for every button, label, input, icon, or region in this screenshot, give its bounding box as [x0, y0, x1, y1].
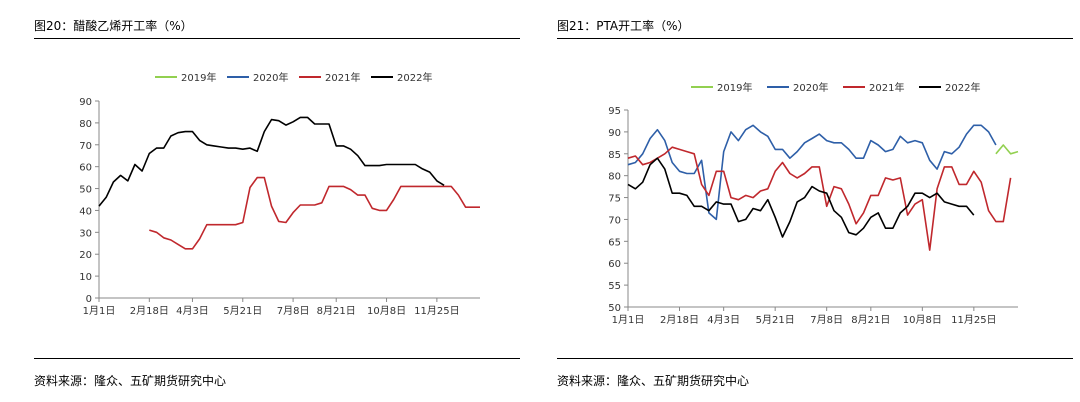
- y-tick-label: 75: [608, 194, 621, 205]
- x-tick-label: 4月3日: [176, 305, 209, 317]
- y-tick-label: 85: [608, 150, 621, 161]
- x-tick-label: 7月8日: [810, 314, 843, 326]
- x-tick-label: 1月1日: [612, 314, 645, 326]
- legend-label: 2019年: [181, 71, 216, 84]
- y-tick-label: 50: [79, 185, 92, 196]
- title-underline: [557, 38, 1073, 39]
- chart-title: 图20：醋酸乙烯开工率（%）: [34, 19, 193, 33]
- y-tick-label: 60: [79, 163, 92, 174]
- y-tick-label: 55: [608, 281, 621, 292]
- x-tick-label: 4月3日: [707, 314, 740, 326]
- y-tick-label: 70: [608, 215, 621, 226]
- series-line-2019年: [995, 144, 1019, 155]
- legend-label: 2021年: [325, 71, 360, 84]
- y-tick-label: 95: [608, 106, 621, 117]
- x-tick-label: 5月21日: [223, 305, 262, 317]
- y-tick-label: 90: [79, 97, 92, 108]
- x-tick-label: 10月8日: [903, 314, 942, 326]
- source-rule: [34, 358, 520, 359]
- x-tick-label: 11月25日: [414, 305, 459, 317]
- chart-title: 图21：PTA开工率（%）: [557, 19, 690, 33]
- y-tick-label: 80: [608, 172, 621, 183]
- y-tick-label: 50: [608, 303, 621, 314]
- y-tick-label: 65: [608, 237, 621, 248]
- x-tick-label: 8月21日: [851, 314, 890, 326]
- x-tick-label: 2月18日: [660, 314, 699, 326]
- chart-panel-pta: 图21：PTA开工率（%） 50 55 60 65 70 75 80 85 90 95 1月1日 2月…: [553, 0, 1080, 402]
- y-tick-label: 80: [79, 119, 92, 130]
- legend-label: 2022年: [397, 71, 432, 84]
- x-tick-label: 1月1日: [83, 305, 116, 317]
- y-tick-label: 10: [79, 272, 92, 283]
- y-tick-label: 60: [608, 259, 621, 270]
- y-tick-label: 30: [79, 228, 92, 239]
- source-note: 资料来源：隆众、五矿期货研究中心: [34, 374, 227, 388]
- series-line-2022年: [98, 116, 445, 207]
- title-underline: [34, 38, 520, 39]
- legend-label: 2019年: [717, 81, 752, 94]
- series-line-2020年: [627, 124, 997, 221]
- x-tick-label: 8月21日: [317, 305, 356, 317]
- chart-panel-vinyl-acetate: 图20：醋酸乙烯开工率（%） 0 10 20 30 40 50 60 70 80 90 1月1日 2月…: [0, 0, 525, 402]
- series-line-2021年: [627, 146, 1012, 251]
- series-line-2021年: [149, 176, 480, 250]
- line-chart-vinyl-acetate: 0 10 20 30 40 50 60 70 80 90 1月1日 2月18日 4月3日 5月21日 7月8…: [79, 71, 480, 317]
- x-tick-label: 11月25日: [951, 314, 996, 326]
- y-tick-label: 20: [79, 250, 92, 261]
- x-tick-label: 7月8日: [277, 305, 310, 317]
- x-tick-label: 10月8日: [367, 305, 406, 317]
- y-tick-label: 90: [608, 128, 621, 139]
- legend-label: 2020年: [253, 71, 288, 84]
- y-tick-label: 40: [79, 206, 92, 217]
- x-tick-label: 2月18日: [130, 305, 169, 317]
- legend-label: 2022年: [945, 81, 980, 94]
- y-tick-label: 70: [79, 141, 92, 152]
- legend-label: 2020年: [793, 81, 828, 94]
- y-tick-label: 0: [86, 294, 92, 305]
- source-note: 资料来源：隆众、五矿期货研究中心: [557, 374, 750, 388]
- legend-label: 2021年: [869, 81, 904, 94]
- series-line-2022年: [627, 157, 975, 238]
- line-chart-pta: 50 55 60 65 70 75 80 85 90 95 1月1日 2月18日 4月3日 5月21日 7月…: [608, 81, 1019, 326]
- x-tick-label: 5月21日: [756, 314, 795, 326]
- source-rule: [557, 358, 1073, 359]
